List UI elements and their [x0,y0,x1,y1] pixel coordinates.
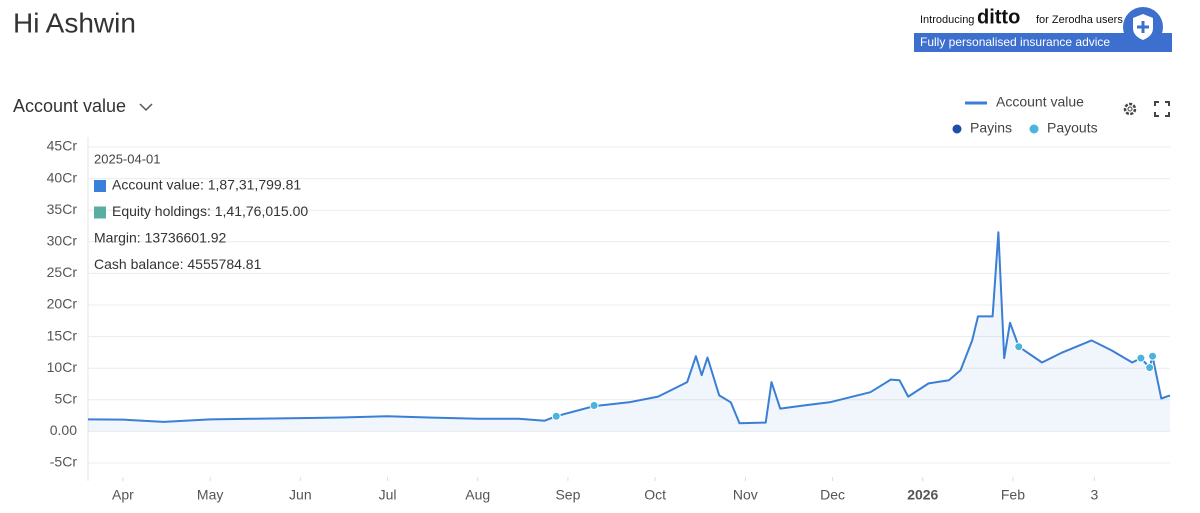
legend-label: Account value [996,94,1084,110]
y-tick-label: 25Cr [47,264,78,280]
tooltip-date: 2025-04-01 [94,151,161,166]
payout-dot [551,411,561,421]
fullscreen-button[interactable] [1154,101,1170,117]
line [87,231,1171,425]
payout-dot [589,400,599,410]
y-tick-label: 40Cr [47,169,78,185]
gear-core [1127,106,1133,112]
legend-label: Payins [970,120,1012,136]
settings-button[interactable] [1123,102,1137,116]
y-tick-label: 35Cr [47,201,78,217]
x-tick-label: Oct [644,487,666,503]
selector[interactable]: Account value [13,96,153,116]
banner-brand: ditto [977,6,1020,28]
payout-dot [1136,353,1146,363]
banner[interactable]: Introducing ditto for Zerodha users Full… [914,4,1172,52]
tooltip-swatch [94,206,106,219]
y-tick-label: -5Cr [50,454,78,470]
banner-tagline: Fully personalised insurance advice [920,35,1110,49]
y-tick-label: 5Cr [54,391,77,407]
tooltip-line: Account value: 1,87,31,799.81 [112,177,301,193]
tooltip: 2025-04-01 Account value: 1,87,31,799.81… [94,151,308,272]
x-tick-label: 3 [1090,487,1098,503]
tooltip-swatch [94,180,106,192]
legend-label: Payouts [1047,120,1098,136]
tooltip-line: Cash balance: 4555784.81 [94,256,262,272]
x-tick-label: Nov [733,487,758,503]
plus-icon [1137,21,1149,33]
tooltip-lines: Account value: 1,87,31,799.81 Equity hold… [94,177,308,272]
payout-dot [1145,363,1155,373]
chevron [139,103,153,112]
x-tick-label: 2026 [907,487,938,503]
selector-label: Account value [13,96,126,116]
x-tick-label: Dec [820,487,845,503]
y-tick-label: 15Cr [47,327,78,343]
chart: -5Cr 0.00 5Cr 10Cr 15Cr 20Cr 25Cr 30Cr 35Cr 40Cr 4… [47,94,1171,503]
gear-icon [1123,102,1137,116]
payout-dot [1014,342,1024,352]
banner-audience: for Zerodha users [1036,14,1123,26]
legend-swatch [1029,124,1039,134]
y-tick-label: 20Cr [47,296,78,312]
x-tick-label: Jul [379,487,397,503]
x-tick-label: May [197,487,223,503]
y-tick-label: 30Cr [47,233,78,249]
y-tick-label: 0.00 [50,422,77,438]
x-tick-label: Jun [289,487,312,503]
payout-dot [1148,351,1158,361]
x-tick-label: Sep [555,487,580,503]
banner-strip [914,33,1172,52]
legend-swatch [952,124,962,134]
y-tick-label: 45Cr [47,138,78,154]
tooltip-line: Margin: 13736601.92 [94,230,227,246]
greeting: Hi Ashwin [13,7,136,38]
x-tick-label: Aug [465,487,490,503]
x-tick-label: Feb [1001,487,1025,503]
y-tick-label: 10Cr [47,359,78,375]
banner-intro: Introducing [920,14,974,26]
tooltip-line: Equity holdings: 1,41,76,015.00 [112,203,308,219]
x-tick-label: Apr [112,487,134,503]
